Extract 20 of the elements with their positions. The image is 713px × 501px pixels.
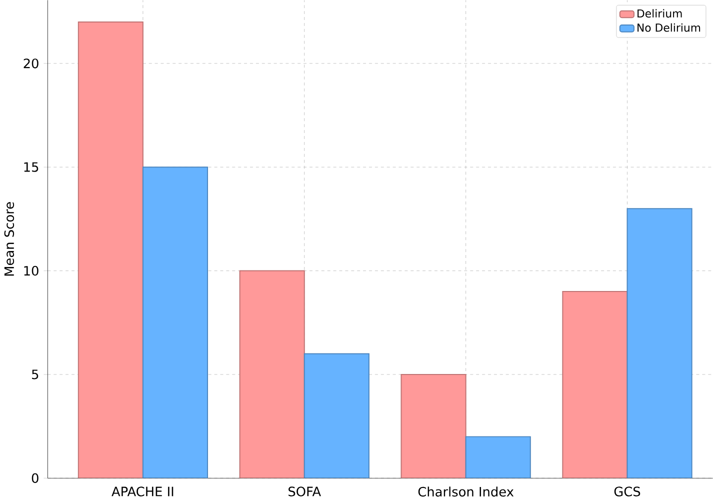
y-tick-label: 0 xyxy=(32,473,38,484)
legend-label: Delirium xyxy=(638,9,682,18)
bar xyxy=(562,291,628,478)
x-tick-label: Charlson Index xyxy=(418,486,514,497)
x-tick-label: APACHE II xyxy=(112,486,174,496)
y-tick-label: 5 xyxy=(32,370,38,380)
bar xyxy=(400,374,466,478)
legend-label: No Delirium xyxy=(638,23,700,32)
y-tick-label: 15 xyxy=(24,162,38,172)
bar xyxy=(142,166,208,478)
y-axis-title: Mean Score xyxy=(4,202,14,276)
x-tick-label: GCS xyxy=(614,486,640,496)
y-tick-label: 10 xyxy=(24,266,38,276)
bar xyxy=(465,436,531,478)
y-tick-label: 20 xyxy=(24,58,38,68)
bar xyxy=(626,208,692,478)
x-tick-label: SOFA xyxy=(288,486,321,496)
bar xyxy=(239,270,305,478)
bar xyxy=(78,22,144,478)
bar xyxy=(304,353,370,478)
